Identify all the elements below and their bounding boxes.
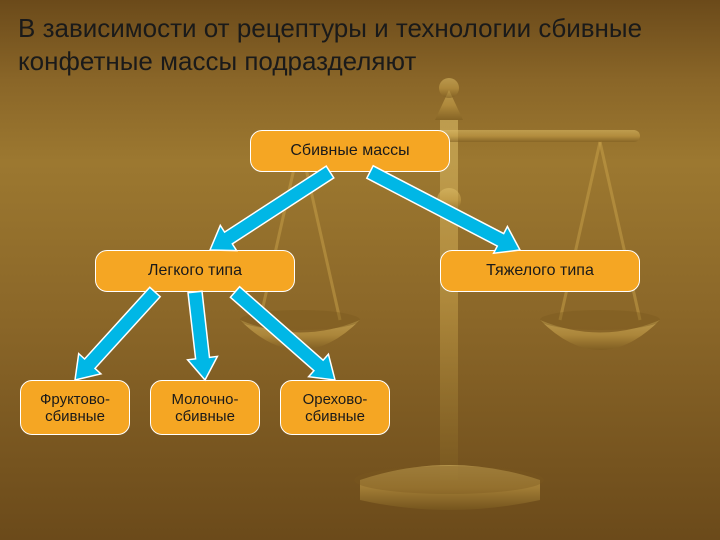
- slide-title: В зависимости от рецептуры и технологии …: [18, 12, 702, 77]
- node-root-label: Сбивные массы: [290, 142, 409, 160]
- node-fruit: Фруктово- сбивные: [20, 380, 130, 435]
- node-milk-label: Молочно- сбивные: [171, 391, 238, 425]
- node-milk: Молочно- сбивные: [150, 380, 260, 435]
- node-root: Сбивные массы: [250, 130, 450, 172]
- node-heavy: Тяжелого типа: [440, 250, 640, 292]
- node-light-label: Легкого типа: [148, 262, 242, 280]
- node-light: Легкого типа: [95, 250, 295, 292]
- arrow: [75, 287, 160, 380]
- arrow: [210, 166, 334, 251]
- node-fruit-label: Фруктово- сбивные: [40, 391, 110, 425]
- node-nut: Орехово- сбивные: [280, 380, 390, 435]
- node-nut-label: Орехово- сбивные: [303, 391, 368, 425]
- arrow: [230, 287, 335, 380]
- title-text: В зависимости от рецептуры и технологии …: [18, 13, 642, 76]
- arrow: [188, 291, 218, 380]
- arrow: [367, 166, 520, 253]
- node-heavy-label: Тяжелого типа: [486, 262, 594, 280]
